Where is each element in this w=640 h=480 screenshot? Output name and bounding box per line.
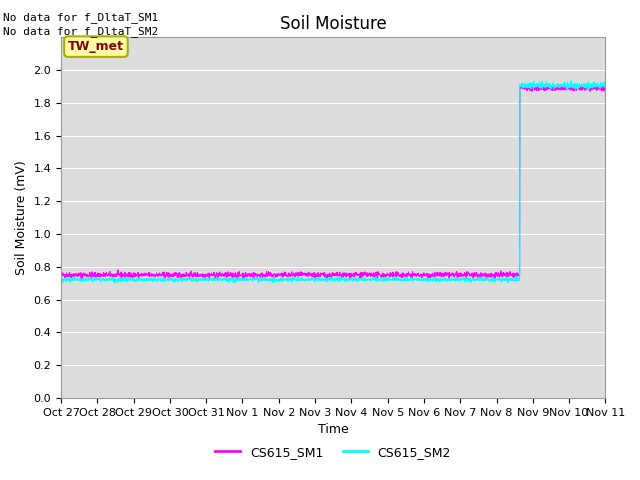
CS615_SM1 (57, 272, 65, 277)
CS615_SM2 (586, 85, 594, 91)
CS615_SM2 (322, 279, 330, 285)
CS615_SM2 (586, 82, 594, 88)
CS615_SM2 (269, 280, 277, 286)
Text: No data for f_DltaT_SM1: No data for f_DltaT_SM1 (3, 12, 159, 23)
CS615_SM2 (308, 275, 316, 281)
Legend: CS615_SM1, CS615_SM2: CS615_SM1, CS615_SM2 (211, 441, 456, 464)
CS615_SM2 (486, 278, 493, 284)
CS615_SM1 (524, 81, 532, 87)
CS615_SM1 (602, 85, 609, 91)
CS615_SM1 (308, 271, 316, 276)
CS615_SM1 (586, 88, 594, 94)
X-axis label: Time: Time (318, 423, 349, 436)
CS615_SM1 (322, 273, 330, 279)
Line: CS615_SM1: CS615_SM1 (61, 84, 605, 279)
CS615_SM1 (85, 273, 93, 278)
Title: Soil Moisture: Soil Moisture (280, 15, 387, 33)
CS615_SM1 (129, 276, 136, 282)
CS615_SM2 (57, 277, 65, 283)
Line: CS615_SM2: CS615_SM2 (61, 81, 605, 283)
Text: No data for f_DltaT_SM2: No data for f_DltaT_SM2 (3, 26, 159, 37)
CS615_SM1 (486, 272, 493, 278)
CS615_SM2 (602, 79, 609, 85)
CS615_SM1 (586, 86, 594, 92)
CS615_SM2 (85, 276, 93, 281)
Text: TW_met: TW_met (68, 40, 124, 53)
CS615_SM2 (567, 78, 575, 84)
Y-axis label: Soil Moisture (mV): Soil Moisture (mV) (15, 160, 28, 275)
